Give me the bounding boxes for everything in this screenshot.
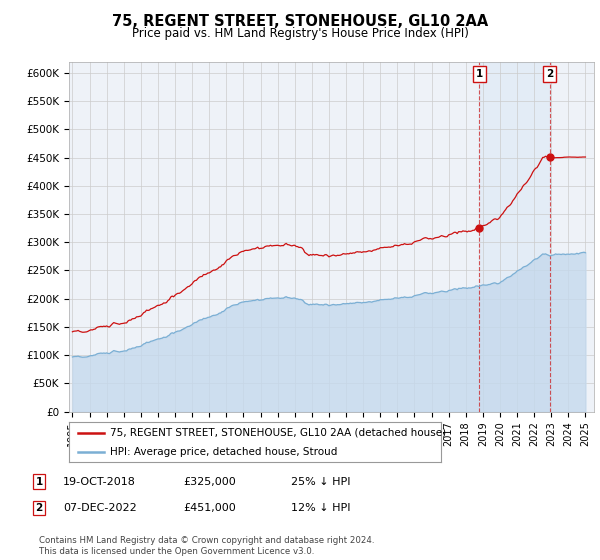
Text: Price paid vs. HM Land Registry's House Price Index (HPI): Price paid vs. HM Land Registry's House …: [131, 27, 469, 40]
Text: 1: 1: [35, 477, 43, 487]
Text: 2: 2: [35, 503, 43, 513]
Text: 19-OCT-2018: 19-OCT-2018: [63, 477, 136, 487]
Text: 12% ↓ HPI: 12% ↓ HPI: [291, 503, 350, 513]
Text: £325,000: £325,000: [183, 477, 236, 487]
Text: £451,000: £451,000: [183, 503, 236, 513]
Text: HPI: Average price, detached house, Stroud: HPI: Average price, detached house, Stro…: [110, 447, 337, 457]
Text: 25% ↓ HPI: 25% ↓ HPI: [291, 477, 350, 487]
Text: 75, REGENT STREET, STONEHOUSE, GL10 2AA: 75, REGENT STREET, STONEHOUSE, GL10 2AA: [112, 14, 488, 29]
Text: 07-DEC-2022: 07-DEC-2022: [63, 503, 137, 513]
Text: 2: 2: [546, 69, 554, 79]
Text: 1: 1: [476, 69, 483, 79]
Bar: [479, 62, 550, 412]
Text: 75, REGENT STREET, STONEHOUSE, GL10 2AA (detached house): 75, REGENT STREET, STONEHOUSE, GL10 2AA …: [110, 428, 446, 438]
Text: Contains HM Land Registry data © Crown copyright and database right 2024.
This d: Contains HM Land Registry data © Crown c…: [39, 536, 374, 556]
